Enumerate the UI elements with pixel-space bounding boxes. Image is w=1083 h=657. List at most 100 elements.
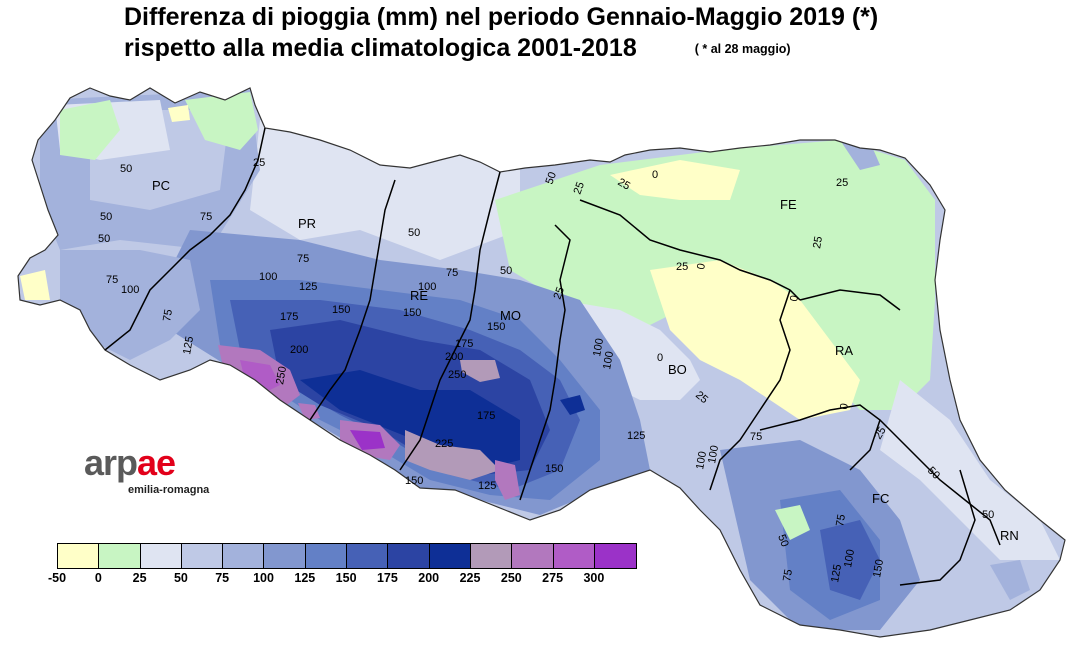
- contour-label: 100: [842, 548, 857, 568]
- logo-text-gray: arp: [84, 442, 138, 483]
- contour-label: 50: [982, 509, 994, 521]
- legend-label: 75: [215, 571, 230, 585]
- legend-label: 0: [94, 571, 102, 585]
- contour-label: 100: [706, 444, 721, 464]
- logo-text-red: ae: [137, 442, 176, 483]
- legend-swatch: [140, 544, 182, 568]
- contour-label: 75: [200, 211, 212, 223]
- contour-label: 75: [106, 274, 118, 286]
- contour-label: 200: [445, 351, 463, 363]
- rainfall-color-field: [18, 88, 1065, 637]
- legend-label: 50: [173, 571, 188, 585]
- province-label-fe: FE: [780, 197, 797, 212]
- contour-label: 0: [657, 352, 663, 364]
- province-labels: PC PR RE MO BO FE RA FC RN: [152, 178, 1019, 543]
- contour-label: 175: [477, 410, 495, 422]
- contour-label: 50: [544, 170, 559, 186]
- contour-label: 75: [446, 267, 458, 279]
- contour-label: 250: [448, 369, 466, 381]
- legend-label: 100: [253, 571, 274, 585]
- title-line-1: Differenza di pioggia (mm) nel periodo G…: [124, 3, 879, 31]
- contour-label: 125: [829, 563, 844, 583]
- contour-label: 75: [161, 308, 175, 322]
- contour-label: 200: [290, 344, 308, 356]
- color-legend: -50 0 25 50 75 100 125 150 175 200 225 250 275 300: [48, 543, 638, 585]
- province-label-ra: RA: [835, 343, 853, 358]
- contour-label: 250: [274, 365, 289, 385]
- contour-label: 125: [478, 480, 496, 492]
- contour-label: 50: [120, 163, 132, 175]
- title-line-2-text: rispetto alla media climatologica 2001-2…: [124, 34, 637, 62]
- legend-swatch: [305, 544, 348, 568]
- contour-label: 75: [781, 568, 795, 582]
- province-label-re: RE: [410, 288, 428, 303]
- contour-label: 150: [405, 475, 423, 487]
- legend-label: 150: [335, 571, 357, 585]
- province-label-bo: BO: [668, 362, 687, 377]
- province-label-mo: MO: [500, 308, 521, 323]
- contour-label: 50: [500, 265, 512, 277]
- title-line-2: rispetto alla media climatologica 2001-2…: [124, 33, 878, 65]
- legend-label: 200: [418, 571, 440, 585]
- legend-label: 275: [542, 571, 564, 585]
- contour-label: 100: [591, 337, 606, 357]
- contour-label: 0: [695, 262, 708, 270]
- legend-swatch: [429, 544, 471, 568]
- contour-label: 25: [676, 261, 688, 273]
- title-date-note: ( * al 28 maggio): [694, 42, 791, 56]
- legend-label: -50: [47, 571, 67, 585]
- legend-label: 125: [294, 571, 316, 585]
- contour-label: 50: [98, 233, 110, 245]
- map-title: Differenza di pioggia (mm) nel periodo G…: [124, 2, 878, 65]
- contour-label: 175: [455, 338, 473, 350]
- logo-subtitle: emilia-romagna: [128, 484, 210, 496]
- legend-swatch: [388, 544, 430, 568]
- legend-labels: -50 0 25 50 75 100 125 150 175 200 225 250 275 300: [48, 569, 637, 585]
- legend-swatch: [347, 544, 389, 568]
- legend-label: 175: [376, 571, 398, 585]
- legend-swatch: [99, 544, 141, 568]
- contour-label: 0: [652, 169, 658, 181]
- legend-swatch: [512, 544, 554, 568]
- contour-label: 100: [694, 450, 709, 470]
- contour-label: 125: [627, 430, 645, 442]
- legend-swatch: [264, 544, 306, 568]
- contour-label: 0: [838, 402, 851, 410]
- contour-label: 150: [871, 558, 886, 578]
- province-label-fc: FC: [872, 491, 889, 506]
- contour-label: 50: [408, 227, 420, 239]
- province-label-pc: PC: [152, 178, 170, 193]
- legend-swatch: [594, 544, 637, 568]
- contour-label: 100: [121, 284, 139, 296]
- contour-label: 25: [872, 425, 889, 442]
- contour-label: 225: [435, 438, 453, 450]
- legend-color-bar: [57, 543, 638, 569]
- legend-label: 225: [459, 571, 481, 585]
- legend-swatch: [181, 544, 224, 568]
- contour-label: 0: [788, 294, 801, 302]
- contour-label: 125: [299, 281, 317, 293]
- legend-label: 250: [500, 571, 522, 585]
- logo-wordmark: arpae: [84, 442, 176, 483]
- contour-label: 50: [100, 211, 112, 223]
- contour-label: 25: [552, 285, 567, 301]
- contour-label: 25: [572, 180, 587, 196]
- contour-label: 75: [750, 431, 762, 443]
- contour-label: 50: [775, 533, 790, 549]
- contour-label: 25: [616, 176, 633, 193]
- contour-label: 125: [181, 335, 196, 355]
- contour-label: 175: [280, 311, 298, 323]
- contour-label: 150: [487, 321, 505, 333]
- contour-labels: 50 50 50 75 75 100 75 125 25 75 100 125 …: [98, 157, 994, 584]
- province-label-rn: RN: [1000, 528, 1019, 543]
- legend-label: 300: [583, 571, 605, 585]
- contour-label: 100: [259, 271, 277, 283]
- contour-label: 25: [811, 235, 825, 249]
- contour-label: 25: [836, 177, 848, 189]
- legend-swatch: [58, 544, 100, 568]
- province-label-pr: PR: [298, 216, 316, 231]
- contour-label: 75: [834, 513, 848, 527]
- contour-label: 100: [601, 350, 616, 370]
- legend-swatch: [223, 544, 265, 568]
